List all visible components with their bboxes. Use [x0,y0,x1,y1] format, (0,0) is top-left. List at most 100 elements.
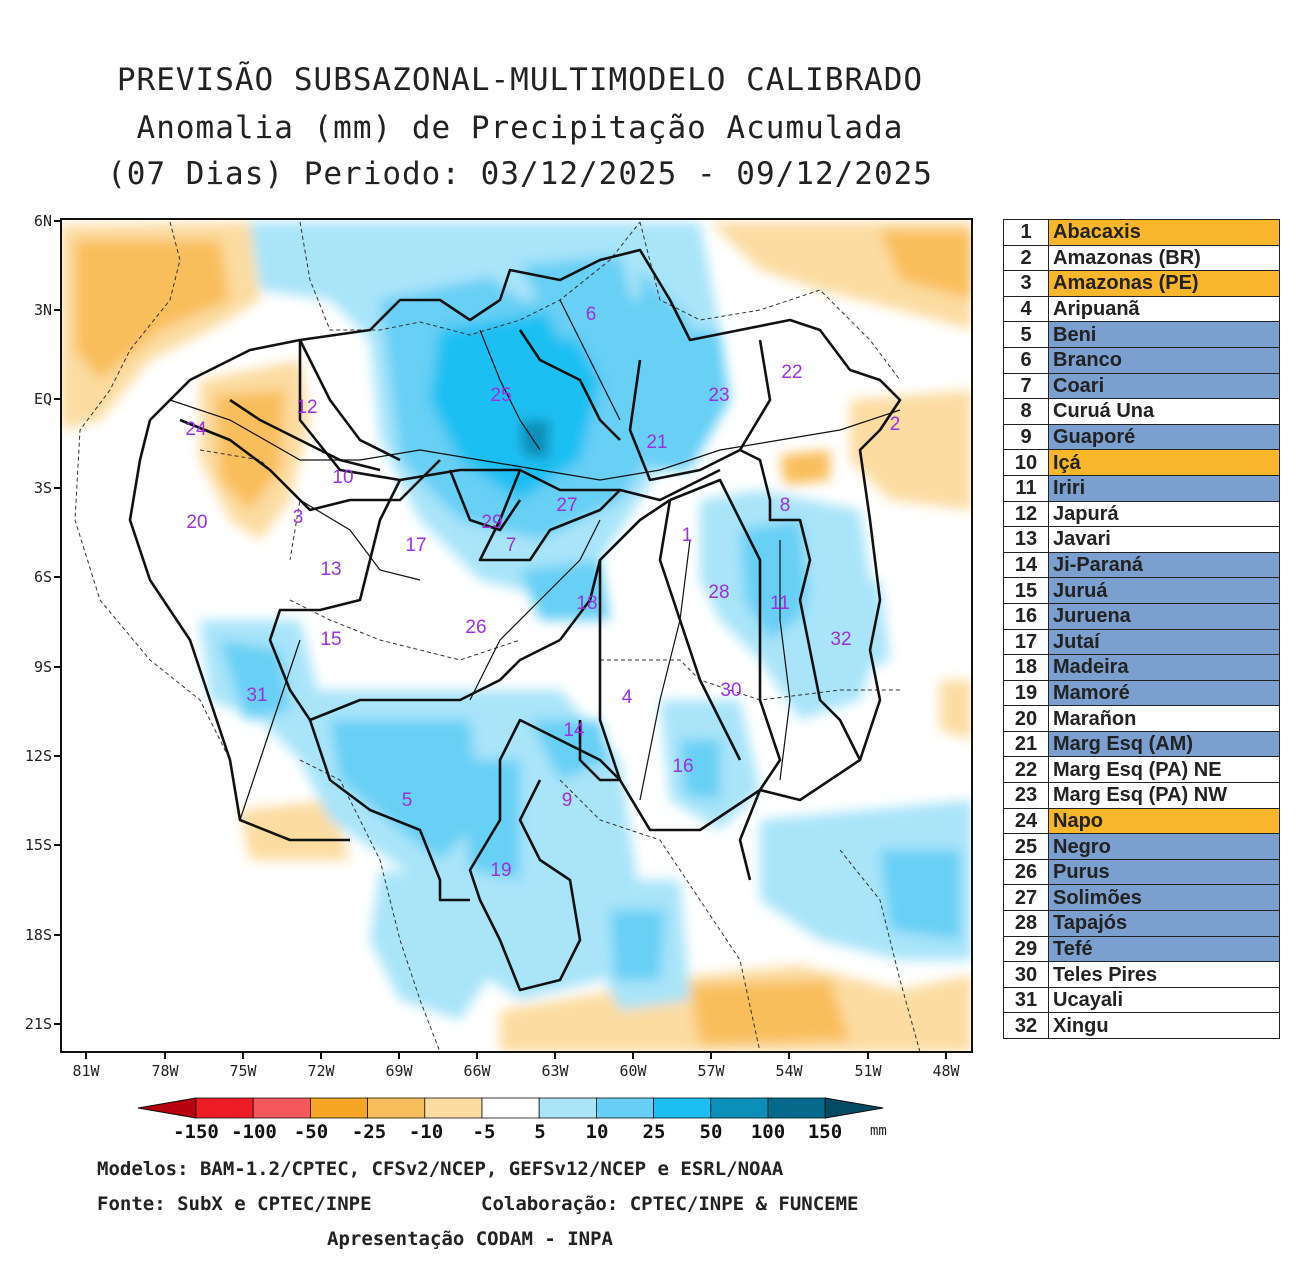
legend-row: 32 Xingu [1003,1012,1280,1039]
legend-row: 27 Solimões [1003,884,1280,912]
legend-row: 1 Abacaxis [1003,219,1280,246]
lon-tick: 75W [229,1052,258,1080]
legend-basin-number: 12 [1003,500,1049,528]
colorbar-segment [195,1097,254,1119]
colorbar-label: -100 [231,1121,277,1143]
legend-basin-name: Ji-Paraná [1048,551,1280,579]
legend-basin-number: 22 [1003,756,1049,784]
basin-label-26: 26 [465,617,486,638]
anomaly-field [61,219,972,1052]
basin-label-5: 5 [402,790,413,811]
lat-label: 9S [34,658,52,676]
basin-label-32: 32 [830,629,851,650]
basin-label-23: 23 [708,385,729,406]
legend-row: 12 Japurá [1003,500,1280,528]
latitude-axis: 6N 3N EQ 3S 6S 9S 12S 15S 18S 21S [25,212,61,1033]
lon-tick: 81W [72,1052,101,1080]
colorbar: -150 -100 -50 -25 -10 -5 5 10 25 50 100 … [137,1097,887,1143]
legend-row: 16 Juruena [1003,602,1280,630]
lon-label: 48W [932,1062,960,1080]
basin-label-1: 1 [682,525,693,546]
lon-tick: 78W [151,1052,180,1080]
legend-basin-number: 26 [1003,858,1049,886]
legend-row: 15 Juruá [1003,577,1280,604]
legend-basin-name: Javari [1048,526,1280,553]
basin-label-10: 10 [332,467,353,488]
basin-label-30: 30 [720,680,741,701]
basin-label-8: 8 [780,495,791,516]
legend-row: 29 Tefé [1003,935,1280,963]
legend-basin-number: 8 [1003,398,1049,425]
legend-basin-number: 13 [1003,526,1049,553]
legend-basin-name: Amazonas (PE) [1048,270,1280,297]
colorbar-label: 150 [808,1121,842,1143]
legend-row: 5 Beni [1003,321,1280,348]
colorbar-segment [481,1097,540,1119]
legend-basin-number: 11 [1003,474,1049,502]
lat-label: EQ [34,390,52,408]
lat-label: 21S [25,1015,52,1033]
colorbar-segment [767,1097,826,1119]
basin-label-6: 6 [586,304,597,325]
colorbar-segment [596,1097,655,1119]
lat-tick: EQ [34,390,61,408]
lon-label: 78W [151,1062,179,1080]
colorbar-label: -150 [173,1121,219,1143]
lat-label: 15S [25,836,52,854]
legend-row: 8 Curuá Una [1003,398,1280,425]
legend-basin-number: 24 [1003,807,1049,835]
colorbar-segment [367,1097,426,1119]
legend-basin-name: Marg Esq (PA) NE [1048,756,1280,784]
legend-basin-name: Guaporé [1048,423,1280,451]
legend-basin-number: 28 [1003,910,1049,937]
lon-tick: 48W [932,1052,961,1080]
basin-label-3: 3 [293,507,304,528]
lat-label: 12S [25,747,52,765]
basin-label-18: 18 [576,593,597,614]
legend-basin-number: 7 [1003,372,1049,400]
basin-label-24: 24 [185,419,207,440]
legend-basin-name: Juruena [1048,602,1280,630]
lon-label: 81W [72,1062,100,1080]
legend-basin-name: Marg Esq (AM) [1048,730,1280,758]
legend-row: 19 Mamoré [1003,679,1280,707]
basin-label-17: 17 [405,535,426,556]
lon-tick: 51W [854,1052,883,1080]
legend-row: 30 Teles Pires [1003,961,1280,988]
legend-basin-name: Tapajós [1048,910,1280,937]
lat-label: 3N [34,301,52,319]
basin-label-27: 27 [556,495,577,516]
legend-row: 4 Aripuanã [1003,295,1280,323]
lon-label: 69W [385,1062,413,1080]
legend-basin-number: 25 [1003,833,1049,860]
footer-source: Fonte: SubX e CPTEC/INPE [97,1193,372,1215]
legend-basin-name: Marañon [1048,705,1280,732]
colorbar-label: 50 [700,1121,723,1143]
footer-models: Modelos: BAM-1.2/CPTEC, CFSv2/NCEP, GEFS… [97,1158,784,1180]
colorbar-segment [710,1097,769,1119]
legend-row: 3 Amazonas (PE) [1003,270,1280,297]
colorbar-label: 25 [643,1121,666,1143]
legend-basin-number: 27 [1003,884,1049,912]
basin-label-29: 29 [481,512,502,533]
lon-tick: 54W [775,1052,804,1080]
legend-basin-name: Negro [1048,833,1280,860]
colorbar-segment [424,1097,483,1119]
colorbar-label: 10 [586,1121,609,1143]
basin-label-22: 22 [781,362,802,383]
legend-row: 6 Branco [1003,346,1280,374]
legend-basin-name: Curuá Una [1048,398,1280,425]
legend-basin-number: 31 [1003,986,1049,1014]
legend-basin-name: Içá [1048,449,1280,476]
basin-label-25: 25 [490,385,511,406]
legend-basin-name: Tefé [1048,935,1280,963]
legend-basin-name: Coari [1048,372,1280,400]
legend-row: 2 Amazonas (BR) [1003,244,1280,272]
legend-row: 31 Ucayali [1003,986,1280,1014]
legend-row: 25 Negro [1003,833,1280,860]
legend-basin-name: Xingu [1048,1012,1280,1039]
lat-tick: 6N [34,212,61,230]
colorbar-label: -50 [294,1121,328,1143]
legend-basin-number: 32 [1003,1012,1049,1039]
lon-label: 72W [307,1062,335,1080]
